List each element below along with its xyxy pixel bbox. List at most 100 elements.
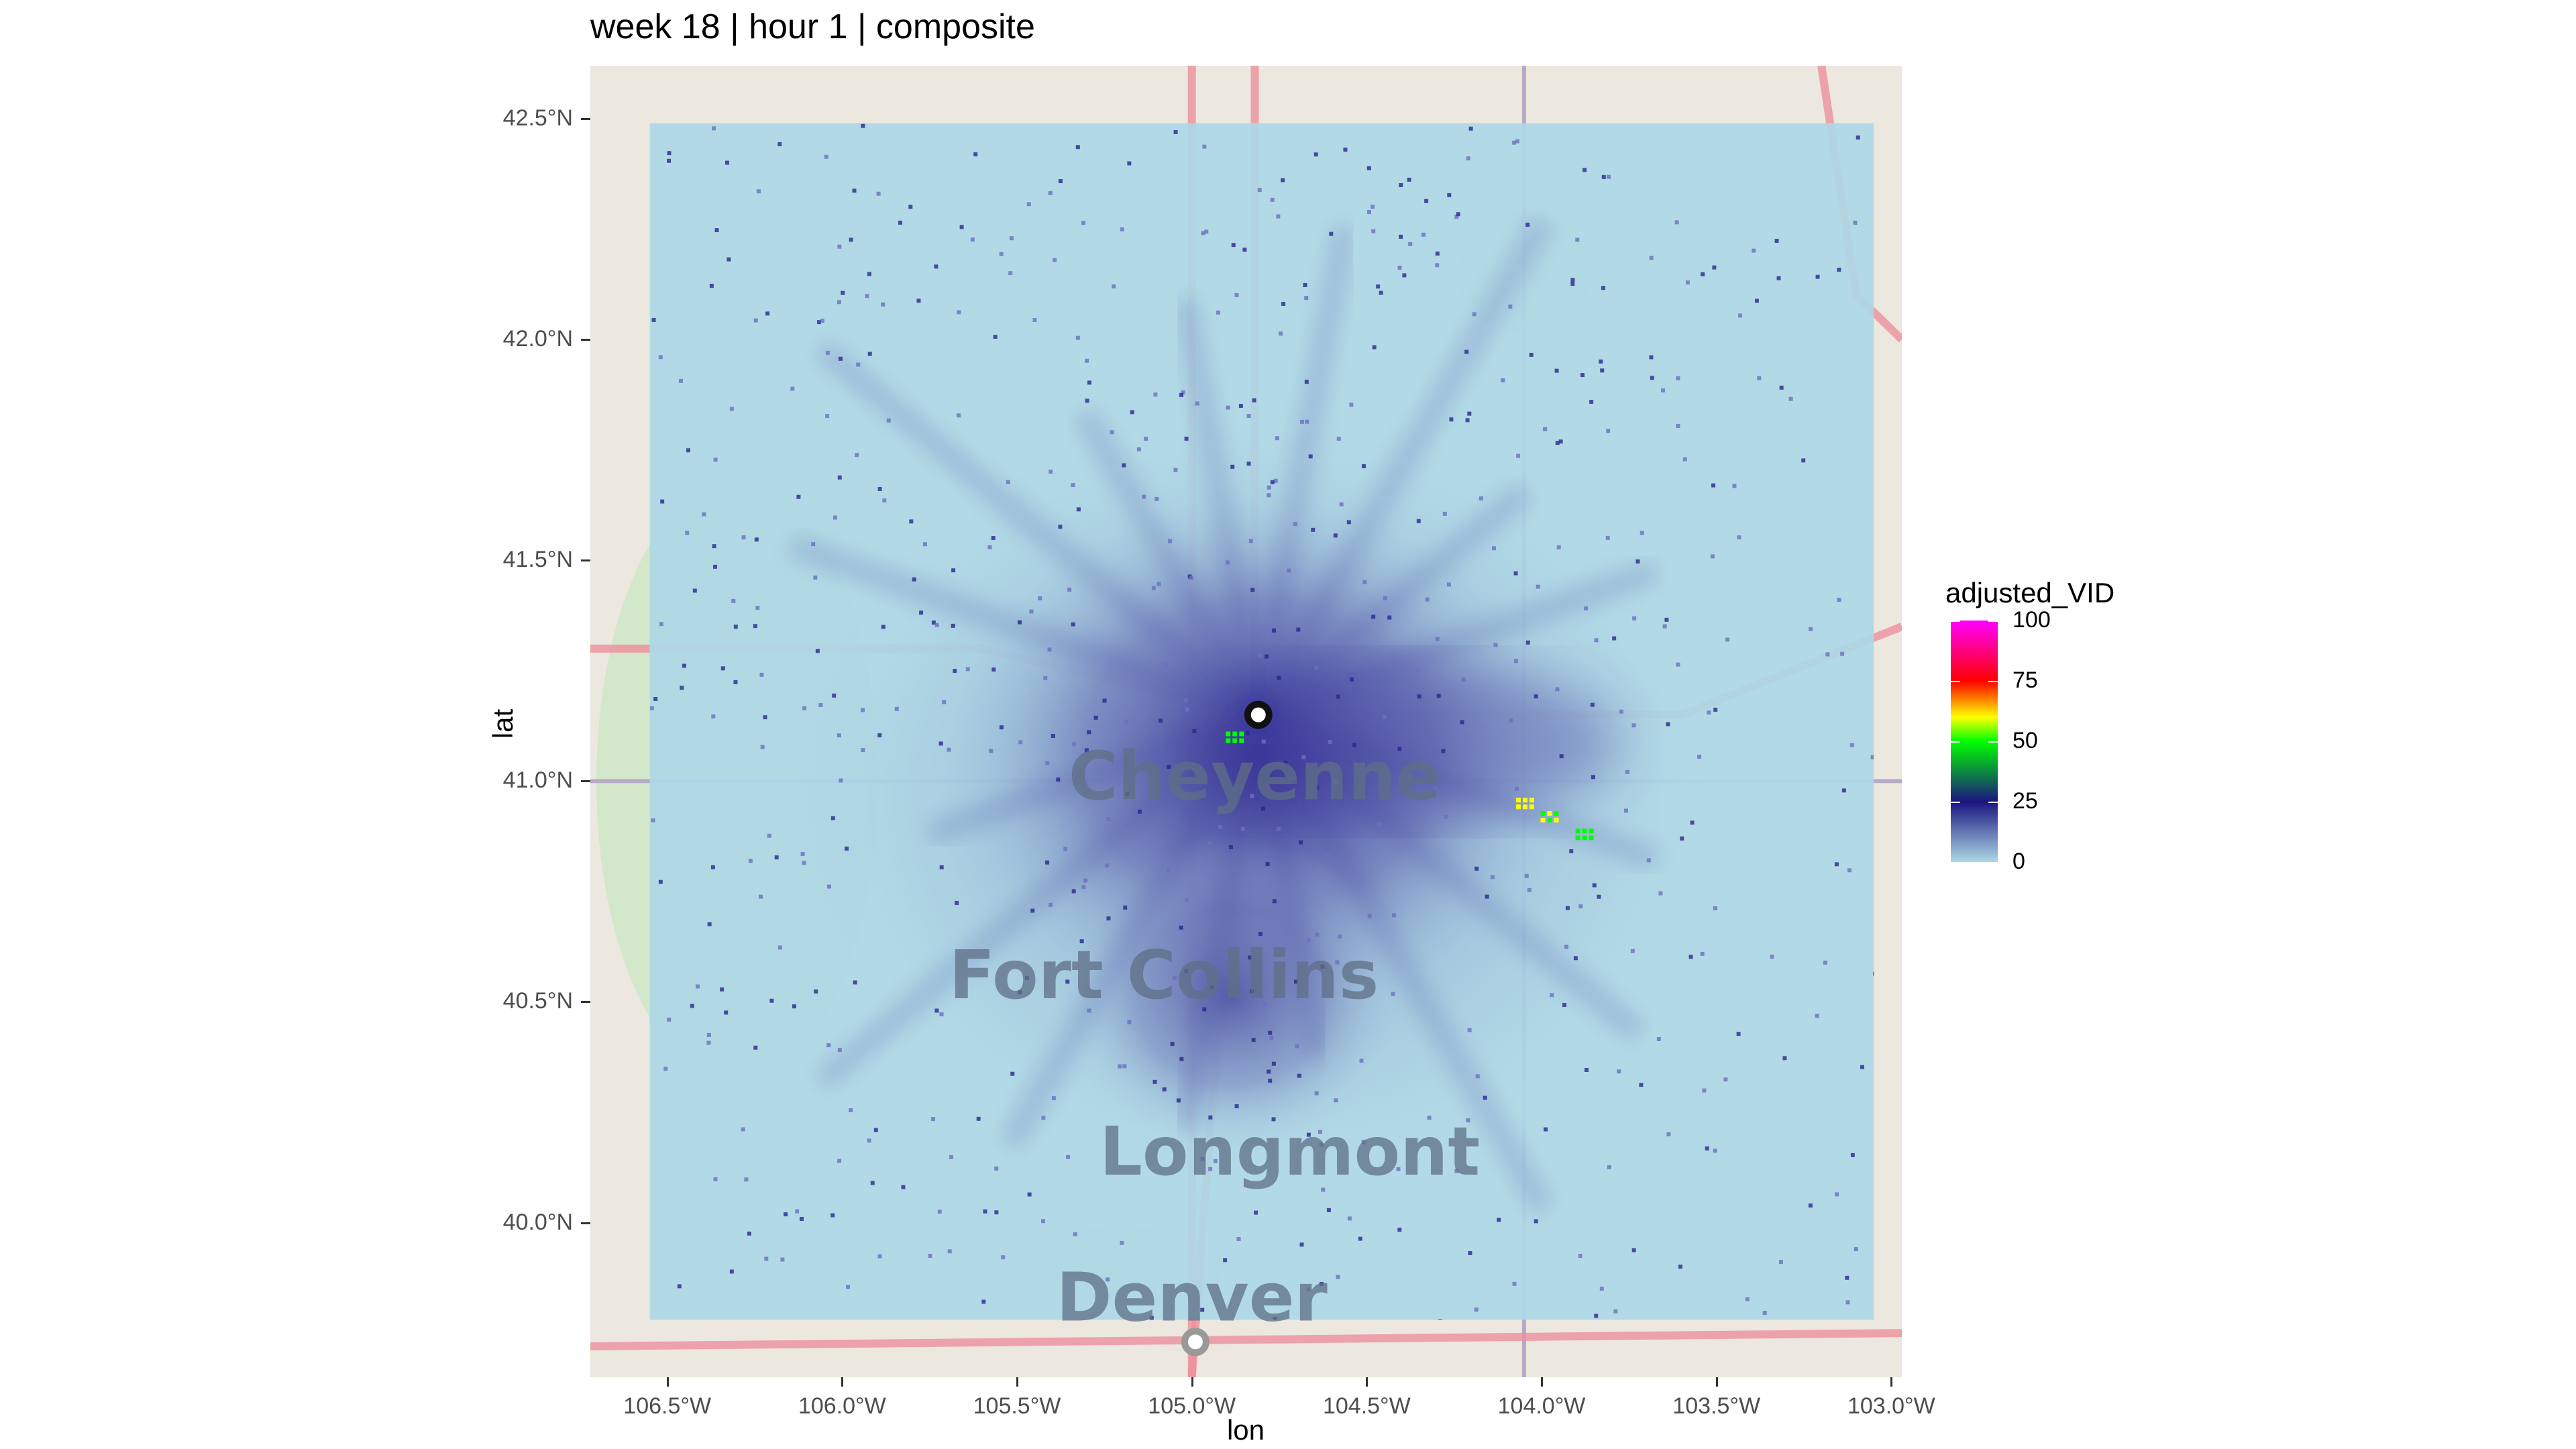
- y-tick-mark: [581, 339, 590, 341]
- raster-speckle: [649, 123, 1874, 1320]
- hotspot-pixel: [1540, 811, 1546, 816]
- raster-streak: [788, 534, 1263, 726]
- x-tick-mark: [1715, 1377, 1718, 1387]
- radar-sites-layer: [1181, 700, 1273, 1356]
- hotspot-pixel: [1232, 731, 1238, 737]
- raster-streak: [1173, 712, 1270, 1134]
- x-tick-label: 105.5°W: [973, 1393, 1061, 1419]
- hotspot-pixel: [1529, 798, 1534, 803]
- y-tick-label: 42.0°N: [502, 326, 573, 352]
- hotspot-pixel: [1575, 835, 1580, 841]
- radar-site-marker: [1181, 1328, 1210, 1356]
- raster-streak: [814, 706, 1266, 1091]
- hotspot-pixel: [1522, 798, 1527, 803]
- raster-streak: [1254, 559, 1660, 726]
- x-tick-label: 106.5°W: [623, 1393, 712, 1419]
- legend-tick-label: 50: [2012, 728, 2038, 753]
- x-tick-label: 103.5°W: [1672, 1393, 1761, 1419]
- hotspot-pixel: [1239, 738, 1244, 743]
- hotspot-pixel: [1239, 731, 1244, 737]
- x-tick-mark: [841, 1377, 844, 1387]
- legend-tick-label: 75: [2012, 667, 2038, 693]
- hotspot-pixel: [1540, 818, 1546, 823]
- hotspot-pixel: [1547, 818, 1552, 823]
- legend-tick-mark: [1988, 802, 1998, 803]
- raster-streak: [814, 339, 1266, 724]
- hotspot-pixel: [1226, 738, 1231, 743]
- y-tick-label: 40.5°N: [502, 988, 573, 1014]
- legend-tick-mark: [1951, 802, 1960, 803]
- hotspot-pixel: [1582, 835, 1587, 841]
- y-tick-label: 41.5°N: [502, 547, 573, 573]
- raster-streak: [1247, 223, 1356, 717]
- x-tick-mark: [666, 1377, 669, 1387]
- hotspot-pixel: [1226, 731, 1231, 737]
- x-tick-label: 103.0°W: [1847, 1393, 1935, 1419]
- y-tick-label: 42.5°N: [502, 105, 573, 131]
- legend-tick-mark: [1951, 681, 1960, 682]
- hotspot-pixel: [1515, 798, 1521, 803]
- hotspot-pixel: [1589, 828, 1594, 834]
- raster-streak: [1248, 215, 1554, 721]
- x-tick-label: 104.5°W: [1322, 1393, 1411, 1419]
- legend-tick-mark: [1988, 741, 1998, 743]
- legend-tick-mark: [1951, 621, 1960, 622]
- color-legend: adjusted_VID 0 25 50 75 100: [1945, 577, 2214, 885]
- y-axis-title: lat: [487, 708, 519, 739]
- y-tick-label: 41.0°N: [502, 767, 573, 794]
- x-tick-mark: [1191, 1377, 1193, 1387]
- raster-streak: [1074, 407, 1269, 721]
- hotspot-pixel: [1575, 828, 1580, 834]
- hotspot-pixel: [1547, 811, 1552, 816]
- city-label: Denver: [1057, 1258, 1328, 1336]
- map-canvas: Cheyenne Fort Collins Longmont Denver: [590, 66, 1902, 1377]
- y-tick-mark: [581, 1001, 590, 1004]
- x-tick-mark: [1016, 1377, 1019, 1387]
- legend-title: adjusted_VID: [1945, 577, 2115, 608]
- legend-tick-mark: [1988, 681, 1998, 682]
- radar-site-marker: [1244, 700, 1273, 729]
- x-tick-mark: [1366, 1377, 1368, 1387]
- raster-streak: [1247, 712, 1330, 1061]
- city-label: Cheyenne: [1069, 737, 1442, 816]
- city-labels-layer: Cheyenne Fort Collins Longmont Denver: [949, 737, 1480, 1337]
- raster-streak: [1173, 297, 1270, 717]
- plot-title: week 18 | hour 1 | composite: [590, 7, 1035, 46]
- y-tick-mark: [581, 1222, 590, 1224]
- hotspot-pixel: [1554, 818, 1559, 823]
- raster-streak: [1248, 709, 1554, 1215]
- basemap-highway: [590, 1329, 1902, 1350]
- x-tick-label: 106.0°W: [798, 1393, 886, 1419]
- raster-streak: [1254, 704, 1660, 871]
- hotspot-pixel: [1554, 811, 1559, 816]
- city-label: Longmont: [1099, 1112, 1480, 1191]
- hotspot-pixel: [1589, 835, 1594, 841]
- hotspot-pixel: [1529, 804, 1534, 810]
- raster-streak: [1250, 482, 1534, 724]
- y-tick-mark: [581, 559, 590, 562]
- hotspot-pixel: [1232, 738, 1238, 743]
- raster-streak: [1250, 706, 1646, 1043]
- legend-tick-label: 0: [2012, 849, 2025, 874]
- legend-tick-label: 100: [2012, 607, 2051, 633]
- hotspot-pixel: [1582, 828, 1587, 834]
- legend-tick-mark: [1951, 862, 1960, 863]
- x-tick-label: 105.0°W: [1148, 1393, 1236, 1419]
- hotspot-pixel: [1522, 804, 1527, 810]
- y-tick-label: 40.0°N: [502, 1209, 573, 1235]
- legend-tick-mark: [1988, 862, 1998, 863]
- map-panel[interactable]: Cheyenne Fort Collins Longmont Denver: [590, 66, 1902, 1377]
- raster-field: [649, 123, 1874, 1320]
- raster-streak: [1000, 709, 1269, 1150]
- hotspot-pixel: [1515, 804, 1521, 810]
- raster-streak: [926, 704, 1263, 845]
- city-label: Fort Collins: [949, 936, 1379, 1014]
- x-tick-mark: [1541, 1377, 1544, 1387]
- y-tick-mark: [581, 780, 590, 783]
- legend-tick-label: 25: [2012, 788, 2038, 814]
- x-tick-label: 104.0°W: [1497, 1393, 1586, 1419]
- x-tick-mark: [1890, 1377, 1893, 1387]
- y-tick-mark: [581, 117, 590, 120]
- x-axis-title: lon: [1226, 1414, 1265, 1446]
- legend-tick-mark: [1988, 621, 1998, 622]
